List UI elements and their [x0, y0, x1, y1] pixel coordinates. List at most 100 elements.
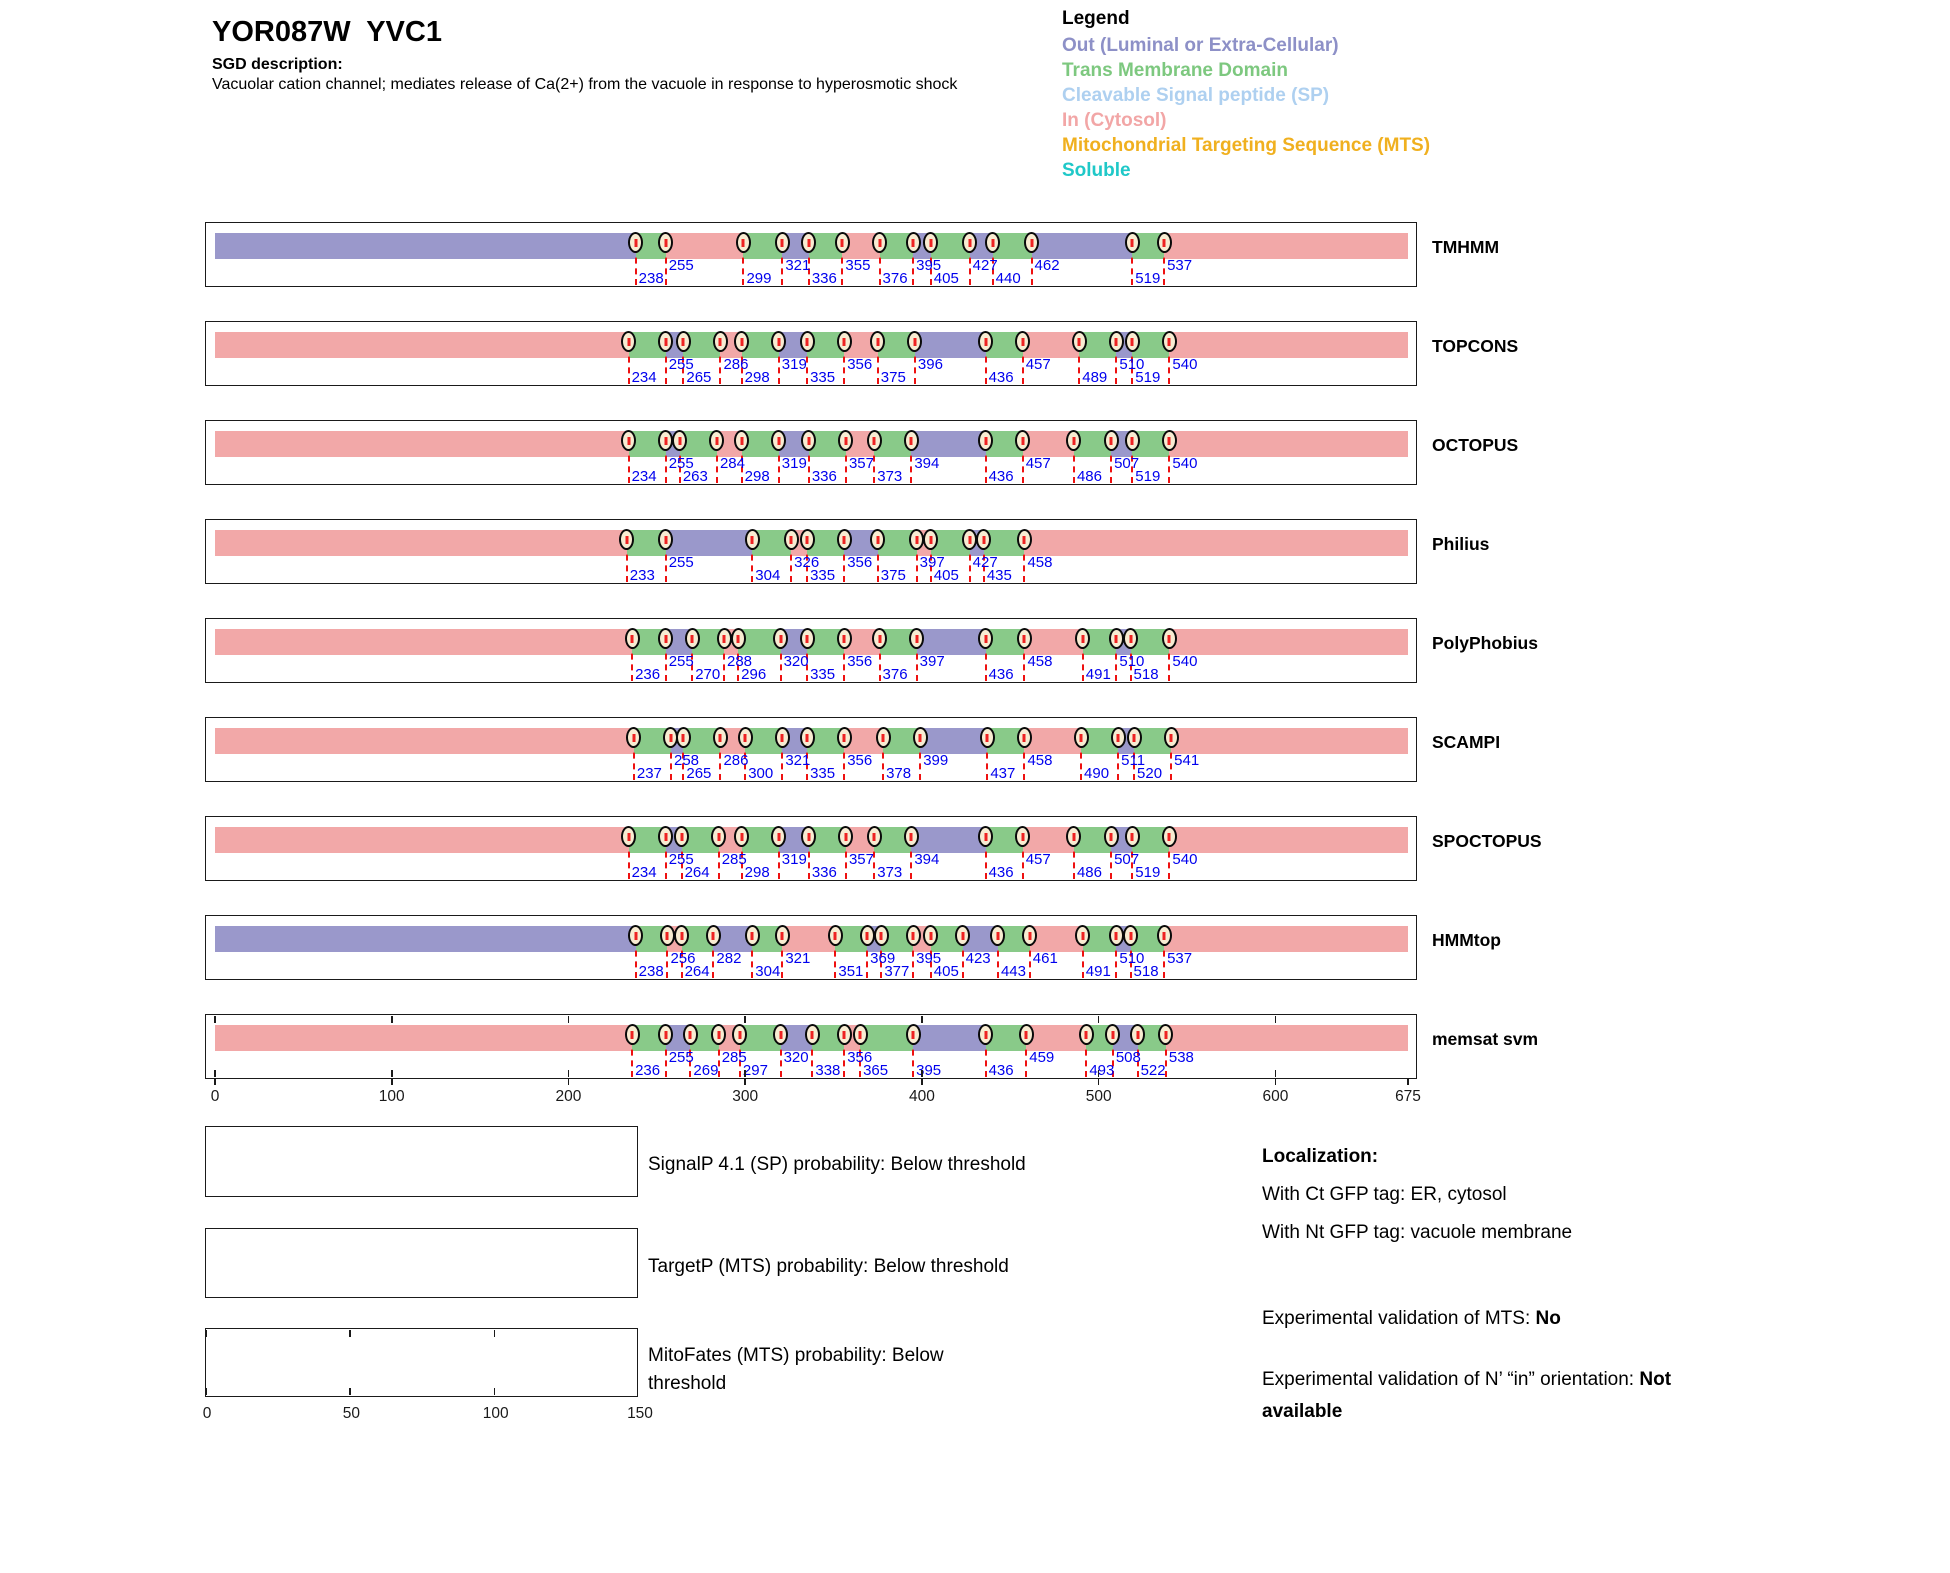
boundary-marker	[705, 925, 721, 946]
boundary-marker-dot	[911, 1030, 915, 1039]
boundary-marker-dot	[627, 436, 631, 445]
legend-item-5: Soluble	[1062, 160, 1131, 181]
boundary-marker	[838, 430, 854, 451]
boundary-line	[680, 841, 683, 879]
boundary-marker-dot	[1169, 733, 1173, 742]
boundary-line	[1021, 841, 1024, 879]
boundary-marker-dot	[1077, 337, 1081, 346]
boundary-marker	[658, 1024, 674, 1045]
boundary-label: 234	[631, 369, 657, 386]
boundary-line	[866, 940, 869, 978]
boundary-label: 395	[916, 1062, 942, 1079]
boundary-marker-dot	[627, 832, 631, 841]
boundary-label: 237	[636, 765, 662, 782]
boundary-line	[1080, 742, 1083, 780]
boundary-line	[986, 742, 989, 780]
boundary-line	[915, 544, 918, 582]
boundary-marker-dot	[911, 238, 915, 247]
boundary-marker	[834, 232, 850, 253]
boundary-marker	[905, 1024, 921, 1045]
x-axis-tick-label: 200	[555, 1088, 582, 1105]
boundary-label: 395	[916, 257, 942, 274]
boundary-label: 377	[884, 963, 910, 980]
boundary-label: 357	[848, 851, 874, 868]
mitofates-axis-label: 100	[482, 1405, 509, 1422]
boundary-marker	[711, 826, 727, 847]
boundary-line	[664, 346, 667, 384]
boundary-marker	[872, 628, 888, 649]
boundary-marker	[712, 727, 728, 748]
boundary-marker	[836, 1024, 852, 1045]
boundary-marker-dot	[632, 733, 636, 742]
boundary-marker-dot	[1130, 832, 1134, 841]
boundary-marker	[799, 331, 815, 352]
boundary-label: 459	[1029, 1049, 1055, 1066]
boundary-marker-dot	[842, 535, 846, 544]
boundary-marker	[836, 331, 852, 352]
boundary-line	[1023, 544, 1026, 582]
boundary-marker	[682, 1024, 698, 1045]
boundary-line	[878, 247, 881, 285]
boundary-line	[844, 445, 847, 483]
boundary-marker-dot	[750, 535, 754, 544]
boundary-marker	[674, 826, 690, 847]
boundary-label: 457	[1025, 455, 1051, 472]
boundary-marker	[801, 826, 817, 847]
orientation-validation-line: Experimental validation of N’ “in” orien…	[1262, 1364, 1736, 1428]
boundary-line	[1133, 742, 1136, 780]
boundary-label: 264	[684, 864, 710, 881]
boundary-line	[873, 841, 876, 879]
boundary-marker-dot	[968, 238, 972, 247]
boundary-marker	[985, 232, 1001, 253]
topology-segment-in	[215, 530, 627, 556]
boundary-marker-dot	[1079, 733, 1083, 742]
boundary-label: 298	[744, 864, 770, 881]
boundary-marker-dot	[718, 337, 722, 346]
boundary-marker	[1124, 331, 1140, 352]
topology-segment-in	[1171, 728, 1408, 754]
boundary-label: 321	[785, 950, 811, 967]
boundary-marker	[684, 628, 700, 649]
boundary-marker-dot	[878, 238, 882, 247]
boundary-label: 507	[1114, 851, 1140, 868]
boundary-label: 458	[1027, 554, 1053, 571]
boundary-label: 298	[744, 369, 770, 386]
boundary-marker	[1016, 628, 1032, 649]
boundary-line	[719, 742, 722, 780]
boundary-marker-dot	[1167, 634, 1171, 643]
topology-segment-in	[782, 926, 836, 952]
boundary-marker	[1078, 1024, 1094, 1045]
boundary-marker-dot	[1111, 1030, 1115, 1039]
boundary-marker	[852, 1024, 868, 1045]
boundary-label: 255	[668, 455, 694, 472]
boundary-line	[982, 544, 985, 582]
legend-item-0: Out (Luminal or Extra-Cellular)	[1062, 35, 1339, 56]
boundary-marker-dot	[805, 634, 809, 643]
boundary-marker	[976, 529, 992, 550]
boundary-marker	[1022, 925, 1038, 946]
boundary-marker-dot	[1084, 1030, 1088, 1039]
boundary-marker-dot	[1081, 634, 1085, 643]
topology-segment-in	[215, 827, 629, 853]
boundary-line	[929, 940, 932, 978]
signalp-label: SignalP 4.1 (SP) probability: Below thre…	[648, 1154, 1026, 1175]
boundary-marker-dot	[743, 733, 747, 742]
boundary-marker	[907, 331, 923, 352]
boundary-label: 375	[880, 369, 906, 386]
boundary-line	[1110, 841, 1113, 879]
boundary-marker-dot	[780, 931, 784, 940]
boundary-line	[882, 742, 885, 780]
boundary-marker	[732, 1024, 748, 1045]
boundary-marker-dot	[711, 931, 715, 940]
boundary-line	[664, 247, 667, 285]
boundary-label: 321	[785, 257, 811, 274]
boundary-marker-dot	[1081, 931, 1085, 940]
boundary-line	[777, 346, 780, 384]
boundary-line	[844, 841, 847, 879]
topology-segment-in	[1164, 233, 1408, 259]
boundary-line	[807, 445, 810, 483]
boundary-line	[841, 247, 844, 285]
boundary-marker	[734, 430, 750, 451]
boundary-marker-dot	[1021, 832, 1025, 841]
boundary-marker-dot	[807, 832, 811, 841]
